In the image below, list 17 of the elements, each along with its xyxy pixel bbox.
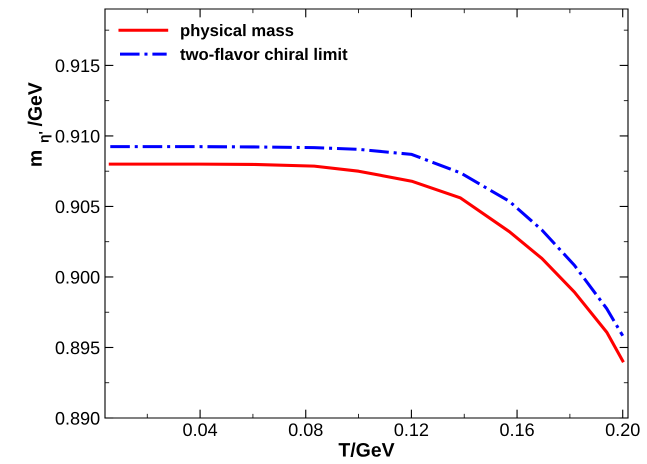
y-tick-label: 0.910 <box>56 130 100 143</box>
x-tick-label: 0.08 <box>288 423 323 436</box>
legend-label: physical mass <box>181 24 294 40</box>
line-series <box>108 145 624 338</box>
x-tick-label: 0.20 <box>606 423 640 436</box>
y-axis-title: mη'/GeV <box>28 82 52 166</box>
y-tick-label: 0.895 <box>56 341 100 354</box>
legend-label: two-flavor chiral limit <box>180 48 348 60</box>
y-tick-label: 0.900 <box>56 270 100 284</box>
x-axis-title: T/GeV <box>338 442 394 457</box>
y-tick-label: 0.915 <box>56 59 100 72</box>
line-series <box>108 162 624 362</box>
x-tick-label: 0.16 <box>500 423 534 436</box>
y-tick-label: 0.905 <box>56 200 100 214</box>
x-tick-label: 0.04 <box>183 423 218 436</box>
x-tick-label: 0.12 <box>394 423 428 436</box>
y-tick-label: 0.890 <box>56 412 100 425</box>
